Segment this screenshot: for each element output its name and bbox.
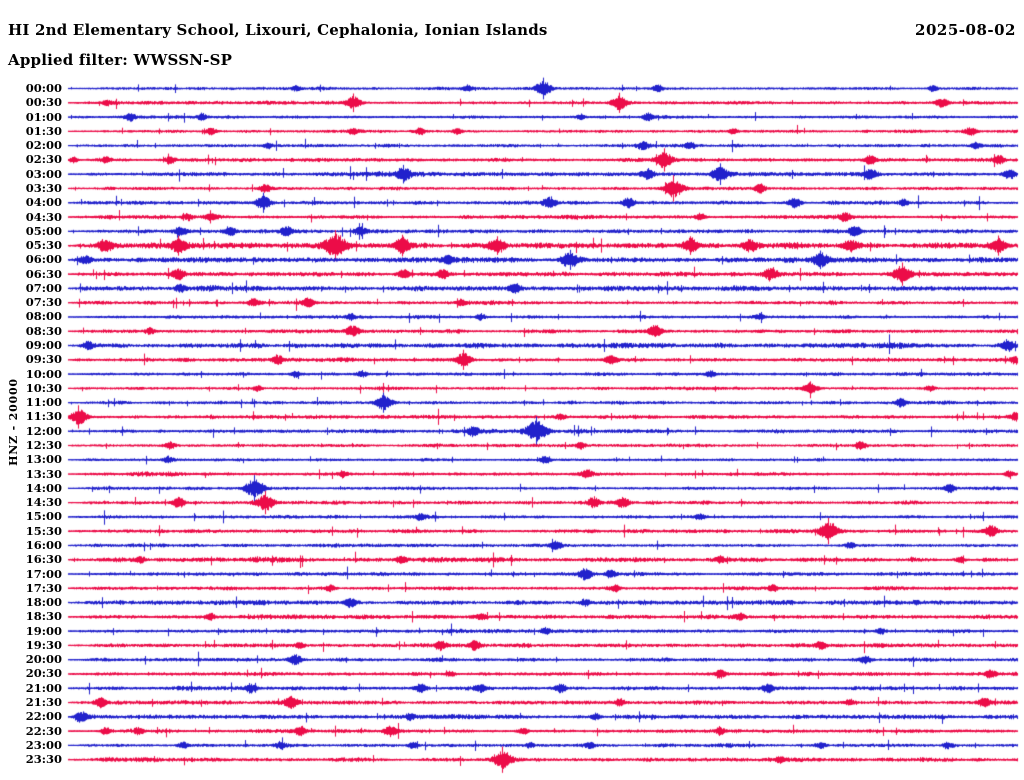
trace-time-label: 05:30 [25, 238, 62, 253]
trace-time-label: 14:30 [25, 495, 62, 510]
trace-time-label: 06:30 [25, 266, 62, 281]
trace-time-label: 04:30 [25, 209, 62, 224]
trace-time-label: 17:00 [25, 566, 62, 581]
trace-time-label: 03:00 [25, 166, 62, 181]
trace-time-label: 11:30 [25, 409, 62, 424]
trace-time-label: 05:00 [25, 223, 62, 238]
trace-time-label: 08:30 [25, 323, 62, 338]
trace-time-label: 15:30 [25, 523, 62, 538]
trace-time-label: 10:30 [25, 380, 62, 395]
trace-time-label: 21:00 [25, 680, 62, 695]
trace-time-label: 00:30 [25, 95, 62, 110]
date-label: 2025-08-02 [915, 21, 1016, 39]
trace-time-label: 12:30 [25, 438, 62, 452]
trace-time-label: 06:00 [25, 252, 62, 267]
trace-time-label: 16:30 [25, 552, 62, 567]
trace-time-label: 08:00 [25, 309, 62, 324]
trace-time-label: 16:00 [25, 537, 62, 552]
trace-time-label: 02:30 [25, 152, 62, 167]
trace-time-label: 01:00 [25, 109, 62, 124]
trace-time-label: 18:30 [25, 609, 62, 624]
trace-time-label: 13:00 [25, 452, 62, 467]
trace-time-label: 15:00 [25, 509, 62, 524]
filter-label: Applied filter: WWSSN-SP [8, 51, 233, 69]
station-title: HI 2nd Elementary School, Lixouri, Cepha… [8, 21, 548, 39]
trace-time-label: 04:00 [25, 195, 62, 210]
time-axis: 00:00 00:30 01:00 01:30 02:00 02:30 03:00 03:30… [0, 0, 66, 780]
trace-time-label: 11:00 [25, 395, 62, 410]
trace-time-label: 09:30 [25, 352, 62, 367]
trace-time-label: 09:00 [25, 338, 62, 353]
trace-time-label: 07:30 [25, 295, 62, 310]
trace-time-label: 23:00 [25, 737, 62, 752]
trace-time-label: 00:00 [25, 81, 62, 95]
trace-time-label: 10:00 [25, 366, 62, 381]
trace-time-label: 12:00 [25, 423, 62, 438]
trace-time-label: 18:00 [25, 595, 62, 610]
trace-time-label: 03:30 [25, 180, 62, 195]
trace-time-label: 01:30 [25, 123, 62, 138]
trace-time-label: 22:30 [25, 723, 62, 738]
trace-time-label: 19:30 [25, 637, 62, 652]
trace-time-label: 19:00 [25, 623, 62, 638]
trace-time-label: 23:30 [25, 752, 62, 767]
trace-time-label: 07:00 [25, 280, 62, 295]
trace-time-label: 13:30 [25, 466, 62, 481]
trace-time-label: 02:00 [25, 138, 62, 153]
trace-time-label: 22:00 [25, 709, 62, 724]
trace-time-label: 17:30 [25, 580, 62, 595]
trace-time-label: 14:00 [25, 480, 62, 495]
trace-time-label: 20:30 [25, 666, 62, 681]
trace-time-label: 20:00 [25, 652, 62, 667]
trace-time-label: 21:30 [25, 695, 62, 710]
